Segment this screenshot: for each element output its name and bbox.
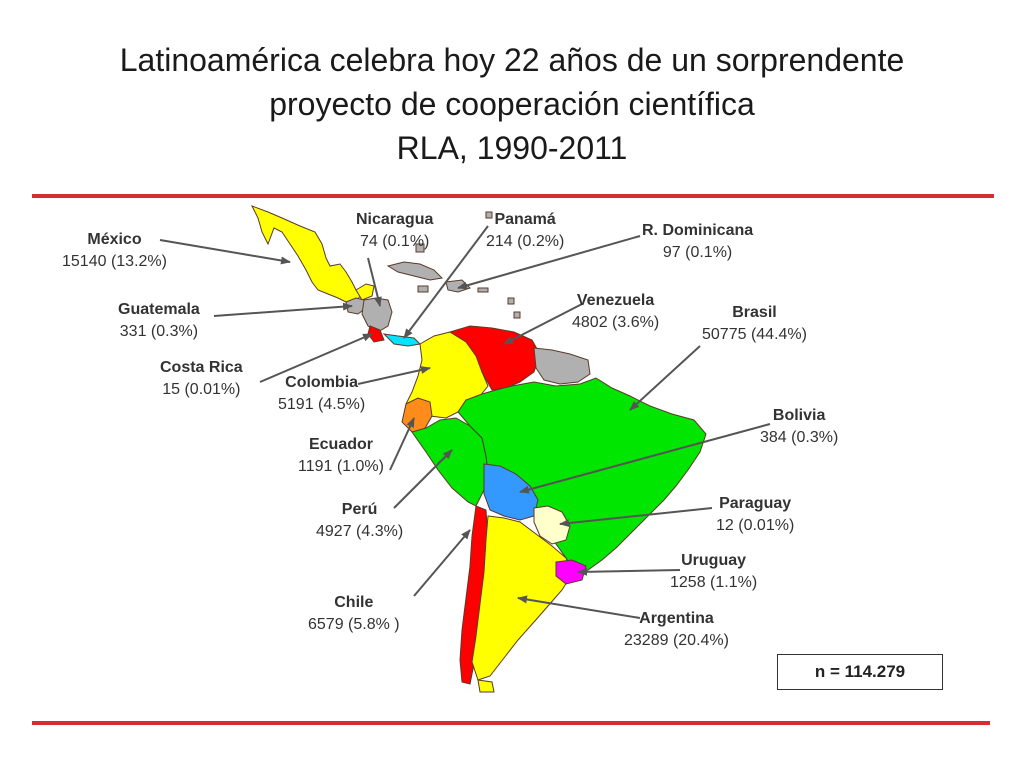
country-value: 23289 (20.4%)	[624, 632, 729, 649]
country-value: 12 (0.01%)	[716, 517, 795, 534]
arrow-nicaragua	[367, 257, 382, 307]
country-name: Bolivia	[772, 407, 826, 424]
label-nicaragua: Nicaragua 74 (0.1%)	[356, 209, 433, 253]
country-name: Perú	[341, 501, 378, 518]
label-uruguay: Uruguay 1258 (1.1%)	[670, 550, 757, 594]
region-mexico	[250, 205, 361, 303]
country-name: Brasil	[732, 304, 777, 321]
label-guatemala: Guatemala 331 (0.3%)	[118, 299, 200, 343]
country-value: 1191 (1.0%)	[298, 458, 384, 475]
country-value: 97 (0.1%)	[662, 244, 733, 261]
country-name: Venezuela	[576, 292, 655, 309]
label-r-dominicana: R. Dominicana 97 (0.1%)	[642, 220, 753, 264]
label-brasil: Brasil 50775 (44.4%)	[702, 302, 807, 346]
label-colombia: Colombia 5191 (4.5%)	[278, 372, 365, 416]
country-value: 1258 (1.1%)	[670, 574, 758, 591]
region-jamaica	[417, 285, 429, 293]
label-ecuador: Ecuador 1191 (1.0%)	[298, 434, 384, 478]
arrow-argentina	[517, 595, 641, 619]
label-peru: Perú 4927 (4.3%)	[316, 499, 403, 543]
country-value: 74 (0.1%)	[360, 233, 430, 250]
arrow-peru	[393, 449, 453, 509]
label-mexico: México 15140 (13.2%)	[62, 229, 167, 273]
region-bahamas	[415, 243, 425, 253]
region-tierra-del-fuego	[477, 679, 495, 693]
country-value: 5191 (4.5%)	[278, 396, 366, 413]
total-count-box: n = 114.279	[777, 654, 943, 690]
label-venezuela: Venezuela 4802 (3.6%)	[572, 290, 659, 334]
region-puerto-rico	[477, 287, 489, 293]
bottom-divider	[32, 721, 990, 725]
arrow-ecuador	[389, 417, 415, 471]
country-value: 4927 (4.3%)	[316, 523, 404, 540]
country-value: 50775 (44.4%)	[702, 326, 807, 343]
country-value: 4802 (3.6%)	[572, 314, 660, 331]
country-name: Chile	[334, 594, 374, 611]
label-costa-rica: Costa Rica 15 (0.01%)	[160, 357, 243, 401]
arrow-paraguay	[559, 507, 713, 528]
label-chile: Chile 6579 (5.8% )	[308, 592, 400, 636]
arrow-panama	[403, 225, 489, 339]
arrow-uruguay	[577, 567, 681, 576]
country-value: 214 (0.2%)	[486, 233, 565, 250]
country-name: Panamá	[494, 211, 556, 228]
country-value: 6579 (5.8% )	[308, 616, 400, 633]
title-line-3: RLA, 1990-2011	[396, 130, 628, 166]
region-small-island-1	[485, 211, 493, 219]
arrow-brasil	[629, 345, 701, 411]
region-panama	[382, 333, 422, 347]
country-name: R. Dominicana	[642, 222, 754, 239]
arrow-r-dominicana	[457, 235, 641, 290]
arrow-mexico	[159, 239, 291, 265]
country-name: Costa Rica	[160, 359, 243, 376]
arrow-venezuela	[503, 303, 583, 345]
region-uruguay	[555, 559, 587, 585]
page-title: Latinoamérica celebra hoy 22 años de un …	[60, 38, 964, 170]
country-name: Ecuador	[308, 436, 373, 453]
arrow-chile	[413, 529, 471, 597]
region-cuba	[386, 261, 444, 281]
country-name: Guatemala	[118, 301, 200, 318]
label-panama: Panamá 214 (0.2%)	[486, 209, 564, 253]
country-name: México	[87, 231, 142, 248]
country-value: 15140 (13.2%)	[62, 253, 167, 270]
country-value: 384 (0.3%)	[760, 429, 839, 446]
country-name: Argentina	[639, 610, 714, 627]
arrow-bolivia	[519, 423, 771, 494]
arrow-colombia	[357, 366, 431, 385]
label-bolivia: Bolivia 384 (0.3%)	[760, 405, 838, 449]
arrow-costa-rica	[259, 333, 373, 383]
region-guyanas	[533, 347, 591, 385]
region-venezuela	[448, 325, 541, 391]
country-value: 331 (0.3%)	[119, 323, 199, 340]
region-yucatan	[355, 283, 375, 301]
top-divider	[32, 194, 994, 198]
pointer-arrows	[159, 225, 771, 619]
country-value: 15 (0.01%)	[162, 381, 241, 398]
country-name: Colombia	[285, 374, 359, 391]
country-name: Uruguay	[681, 552, 747, 569]
label-argentina: Argentina 23289 (20.4%)	[624, 608, 729, 652]
region-small-island-2	[507, 297, 515, 305]
region-small-island-3	[513, 311, 521, 319]
arrow-guatemala	[213, 302, 353, 317]
region-paraguay	[533, 505, 571, 545]
country-name: Nicaragua	[356, 211, 434, 228]
title-line-2: proyecto de cooperación científica	[269, 86, 755, 122]
title-line-1: Latinoamérica celebra hoy 22 años de un …	[119, 42, 905, 78]
country-name: Paraguay	[719, 495, 792, 512]
region-nicaragua	[361, 297, 393, 333]
label-paraguay: Paraguay 12 (0.01%)	[716, 493, 794, 537]
